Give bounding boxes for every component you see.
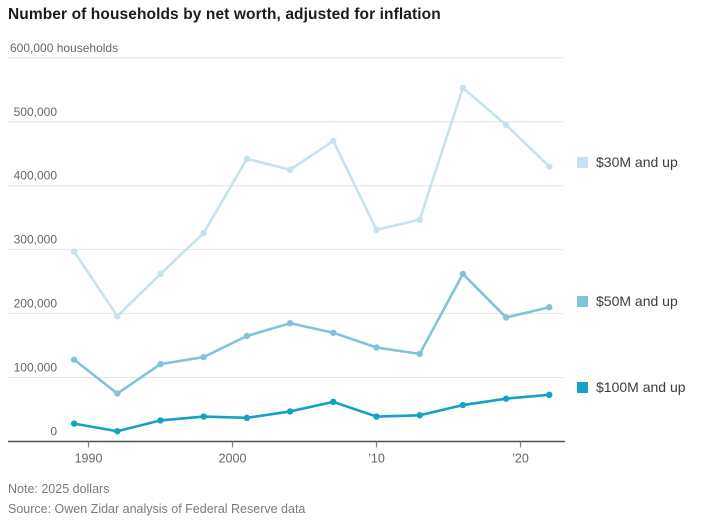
data-point (200, 353, 207, 361)
data-point (373, 413, 380, 420)
data-point (243, 332, 251, 340)
data-point (157, 417, 164, 424)
chart-note: Note: 2025 dollars (8, 482, 110, 496)
data-point (373, 226, 380, 234)
legend-item-50m: $50M and up (577, 291, 678, 311)
data-point (330, 137, 337, 145)
y-tick-label: 600,000 households (10, 41, 118, 55)
data-point (157, 360, 164, 368)
data-point (286, 166, 294, 173)
legend-swatch-100m (577, 381, 588, 393)
y-tick-label: 400,000 (14, 169, 58, 183)
x-tick-label: 2000 (219, 452, 247, 466)
data-point (114, 428, 121, 435)
legend-swatch-50m (577, 295, 588, 307)
data-point (546, 304, 553, 311)
chart-title: Number of households by net worth, adjus… (8, 6, 441, 23)
data-point (200, 413, 207, 420)
data-point (502, 314, 510, 321)
data-point (416, 216, 423, 223)
data-point (416, 350, 423, 358)
y-tick-label: 500,000 (14, 105, 58, 119)
legend-item-30m: $30M and up (577, 152, 678, 172)
x-tick-label: ’10 (368, 452, 385, 466)
data-point (286, 408, 294, 415)
legend-label-100m: $100M and up (596, 379, 686, 395)
data-point (157, 270, 164, 278)
chart-source: Source: Owen Zidar analysis of Federal R… (8, 502, 306, 516)
series-line (72, 272, 551, 395)
series--100m-and-up (70, 391, 553, 435)
data-point (70, 356, 78, 363)
y-tick-label: 300,000 (14, 233, 58, 247)
legend-label-30m: $30M and up (596, 154, 678, 170)
data-point (286, 319, 294, 327)
data-point (373, 344, 380, 351)
data-point (502, 121, 510, 129)
data-point (330, 398, 337, 406)
x-tick-label: ’20 (512, 452, 529, 466)
data-point (546, 163, 553, 170)
y-axis-labels: 600,000 households 500,000 400,000 300,000 2… (10, 41, 118, 439)
data-point (200, 229, 207, 237)
data-point (114, 312, 121, 320)
series--30m-and-up (70, 84, 553, 320)
y-tick-label: 0 (50, 425, 57, 439)
x-tick-label: 1990 (75, 452, 103, 466)
series-line (72, 86, 551, 318)
data-point (459, 84, 467, 92)
x-axis-ticks: 1990 2000 ’10 ’20 (75, 441, 529, 466)
data-point (243, 414, 251, 422)
data-point (243, 155, 251, 163)
series--50m-and-up (70, 270, 553, 397)
data-point (416, 412, 423, 419)
data-point (70, 420, 78, 427)
data-point (70, 248, 78, 255)
data-point (546, 391, 553, 399)
y-tick-label: 100,000 (14, 361, 58, 375)
data-point (459, 401, 467, 409)
legend-item-100m: $100M and up (577, 377, 686, 397)
data-point (502, 395, 510, 402)
legend-swatch-30m (577, 156, 588, 168)
gridlines (8, 57, 563, 379)
y-tick-label: 200,000 (14, 297, 58, 311)
series-line (72, 393, 551, 433)
data-point (114, 390, 121, 397)
data-point (459, 270, 467, 278)
data-point (330, 329, 337, 336)
legend-label-50m: $50M and up (596, 293, 678, 309)
